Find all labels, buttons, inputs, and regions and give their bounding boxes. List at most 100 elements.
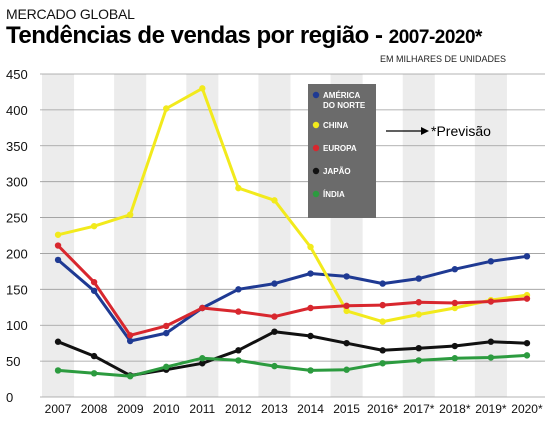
- data-point: [307, 367, 314, 374]
- data-point: [235, 286, 242, 293]
- data-point: [487, 338, 495, 345]
- x-tick-label: 2016*: [367, 402, 399, 416]
- data-point: [90, 287, 98, 294]
- data-point: [343, 302, 350, 310]
- y-tick-label: 250: [6, 211, 28, 226]
- data-point: [523, 253, 531, 260]
- data-point: [451, 355, 459, 362]
- data-point: [163, 363, 170, 371]
- y-tick-label: 100: [6, 318, 28, 333]
- data-point: [307, 270, 314, 277]
- data-point: [451, 299, 459, 307]
- data-point: [126, 332, 134, 339]
- data-point: [90, 352, 98, 360]
- legend-entry: AMÉRICA: [323, 91, 361, 100]
- legend-entry: DO NORTE: [323, 101, 366, 110]
- data-point: [451, 266, 459, 273]
- legend-entry: ÍNDIA: [323, 190, 345, 199]
- data-point: [271, 313, 278, 320]
- series-line: [56, 244, 529, 337]
- x-axis: 2007 2008 2009 2010 2011 2012 2013 2014 2015 2016…: [45, 402, 543, 416]
- column-bands: [42, 74, 507, 397]
- x-tick-label: 2012: [225, 402, 252, 416]
- data-point: [235, 308, 242, 315]
- y-tick-label: 350: [6, 139, 28, 154]
- legend-marker: [312, 121, 320, 129]
- data-point: [415, 344, 422, 352]
- data-point: [54, 242, 62, 249]
- data-point: [54, 367, 62, 374]
- x-tick-label: 2020*: [511, 402, 543, 416]
- data-point: [199, 304, 206, 312]
- data-point: [379, 347, 386, 354]
- x-tick-label: 2011: [189, 402, 215, 416]
- data-point: [343, 339, 350, 347]
- series-line: [56, 254, 529, 343]
- data-point: [415, 299, 422, 306]
- legend-marker: [312, 167, 320, 175]
- data-point: [163, 329, 170, 337]
- legend-entry: JAPÃO: [323, 167, 351, 176]
- data-point: [271, 197, 278, 204]
- chart-subtitle: EM MILHARES DE UNIDADES: [380, 54, 507, 64]
- y-tick-label: 300: [6, 175, 28, 190]
- data-point: [307, 304, 314, 312]
- data-point: [126, 372, 134, 380]
- forecast-label: *Previsão: [431, 123, 491, 139]
- data-point: [199, 360, 206, 367]
- y-tick-label: 50: [6, 354, 20, 369]
- data-point: [451, 304, 459, 312]
- data-point: [379, 360, 386, 367]
- data-point: [271, 328, 278, 335]
- chart-title-main: Tendências de vendas por região -: [6, 22, 389, 49]
- column-band: [186, 74, 219, 397]
- data-point: [90, 278, 98, 286]
- data-point: [487, 258, 495, 265]
- data-point: [90, 370, 98, 377]
- data-point: [271, 362, 278, 370]
- data-point: [415, 357, 422, 364]
- gridlines: [40, 73, 545, 398]
- x-tick-label: 2010: [153, 402, 180, 416]
- column-band: [258, 74, 291, 397]
- data-point: [126, 211, 134, 218]
- series-line: [56, 86, 529, 324]
- data-point: [126, 337, 134, 345]
- data-point: [163, 105, 170, 112]
- legend-marker: [312, 144, 320, 152]
- legend-box: [308, 84, 376, 218]
- x-tick-label: 2018*: [439, 402, 471, 416]
- data-point: [235, 184, 242, 192]
- y-tick-label: 150: [6, 282, 28, 297]
- x-tick-label: 2017*: [403, 402, 435, 416]
- data-point: [54, 338, 62, 345]
- column-band: [402, 74, 435, 397]
- x-tick-label: 2019*: [475, 402, 507, 416]
- data-point: [90, 222, 98, 230]
- data-point: [415, 275, 422, 282]
- y-tick-label: 450: [6, 67, 28, 82]
- data-point: [307, 332, 314, 340]
- column-band: [114, 74, 147, 397]
- x-tick-label: 2013: [261, 402, 288, 416]
- data-point: [343, 273, 350, 280]
- chart-supertitle: MERCADO GLOBAL: [6, 6, 135, 22]
- data-point: [307, 243, 314, 251]
- data-point: [235, 347, 242, 354]
- y-tick-label: 400: [6, 103, 28, 118]
- forecast-arrow-head: [421, 127, 429, 135]
- x-tick-label: 2007: [45, 402, 72, 416]
- data-point: [379, 301, 386, 309]
- data-point: [271, 280, 278, 287]
- forecast-annotation: *Previsão: [386, 123, 491, 139]
- data-point: [451, 342, 459, 350]
- series-line: [56, 353, 529, 378]
- data-point: [199, 85, 206, 92]
- series-lines: [54, 85, 531, 380]
- data-point: [199, 355, 206, 362]
- chart-title-years: 2007-2020*: [388, 27, 483, 48]
- data-point: [523, 339, 531, 347]
- data-point: [415, 311, 422, 318]
